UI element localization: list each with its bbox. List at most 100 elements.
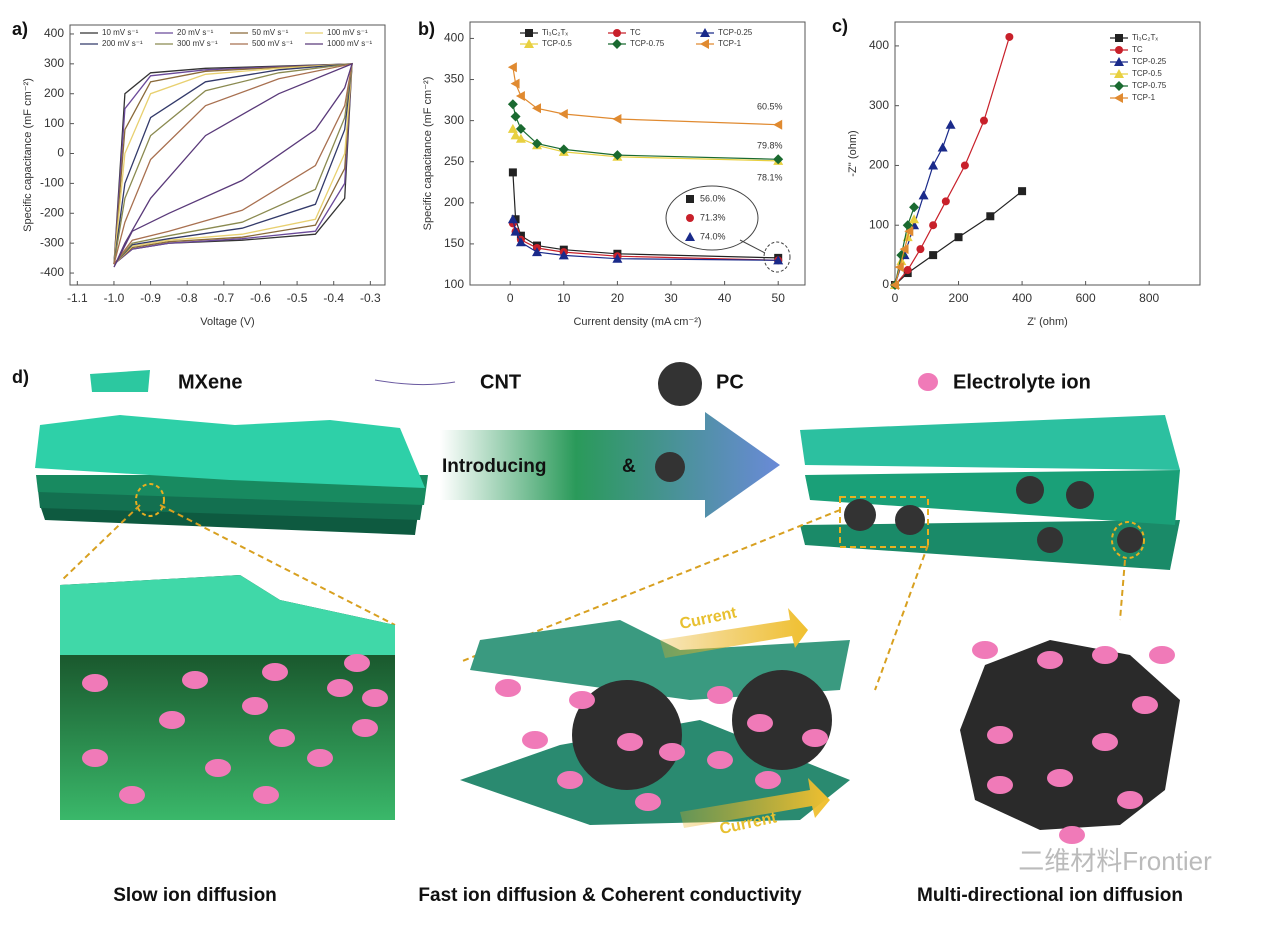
- marker: [916, 245, 925, 254]
- legend-marker: [1115, 46, 1123, 54]
- marker: [903, 266, 912, 275]
- legend-marker: [1114, 93, 1123, 103]
- legend-text: TCP-1: [1132, 93, 1156, 102]
- marker: [612, 113, 622, 124]
- caption: Multi-directional ion diffusion: [917, 885, 1183, 906]
- marker: [510, 111, 521, 122]
- y-tick-label: 200: [44, 86, 64, 100]
- marker: [909, 202, 920, 213]
- y-tick-label: 200: [444, 195, 464, 209]
- marker: [507, 123, 518, 133]
- legend-text: TCP-0.5: [542, 39, 572, 48]
- ion: [327, 679, 353, 697]
- x-tick-label: -0.4: [323, 291, 344, 305]
- cnt-icon: [374, 379, 456, 386]
- marker: [558, 144, 569, 155]
- marker: [979, 116, 988, 125]
- legend-text: 50 mV s⁻¹: [252, 28, 289, 37]
- arrow: [440, 412, 780, 518]
- marker: [515, 123, 526, 134]
- y-tick-label: 200: [869, 158, 889, 172]
- ion: [635, 793, 661, 811]
- annotation-circle: [763, 241, 791, 273]
- legend-text: TCP-1: [718, 39, 742, 48]
- mxene-stack: [35, 415, 428, 535]
- legend-text: TC: [630, 28, 641, 37]
- ion-icon: [918, 373, 938, 391]
- marker: [507, 99, 518, 110]
- ion: [159, 711, 185, 729]
- x-tick-label: 600: [1076, 291, 1096, 305]
- x-tick-label: -0.6: [250, 291, 271, 305]
- annotation-marker: [686, 214, 694, 222]
- legend-text: 10 mV s⁻¹: [102, 28, 139, 37]
- legend-marker: [700, 39, 709, 49]
- legend-marker: [1114, 69, 1124, 78]
- x-tick-label: -1.1: [67, 291, 88, 305]
- x-tick-label: 400: [1012, 291, 1032, 305]
- legend-text: MXene: [178, 371, 242, 393]
- series-line: [113, 63, 353, 265]
- annotation: 79.8%: [757, 140, 783, 150]
- legend-text: 200 mV s⁻¹: [102, 39, 143, 48]
- ion: [82, 749, 108, 767]
- marker: [510, 226, 521, 236]
- y-axis-label: Specific capacitance (mF cm⁻²): [22, 78, 34, 232]
- legend-text: Electrolyte ion: [953, 371, 1091, 393]
- y-tick-label: 100: [869, 217, 889, 231]
- marker: [909, 214, 920, 224]
- series-line: [512, 104, 779, 160]
- zoom-mark: [135, 483, 165, 517]
- x-tick-label: 20: [611, 291, 625, 305]
- legend-text: TC: [1132, 45, 1143, 54]
- watermark: 二维材料Frontier: [1018, 846, 1212, 876]
- composite-stack: [800, 415, 1180, 570]
- plot-frame: [69, 24, 386, 286]
- panel-label: b): [418, 19, 435, 39]
- marker: [507, 62, 517, 73]
- marker: [515, 133, 526, 143]
- ion: [987, 776, 1013, 794]
- ion: [344, 654, 370, 672]
- ion: [755, 771, 781, 789]
- marker: [894, 262, 904, 273]
- zoom-line: [61, 504, 396, 626]
- panel-label: a): [12, 19, 28, 39]
- legend-text: 1000 mV s⁻¹: [327, 39, 372, 48]
- ion: [707, 686, 733, 704]
- ion: [972, 641, 998, 659]
- series-line: [113, 63, 353, 265]
- arrow-text: &: [622, 456, 636, 477]
- marker: [929, 251, 938, 260]
- x-axis-label: Voltage (V): [200, 316, 254, 328]
- current-text: Current: [678, 604, 739, 633]
- marker: [508, 168, 517, 177]
- panel-label: d): [12, 367, 29, 387]
- marker: [929, 221, 938, 230]
- ion: [253, 786, 279, 804]
- y-tick-label: 300: [444, 113, 464, 127]
- marker: [960, 161, 969, 170]
- marker: [612, 150, 623, 161]
- x-tick-label: 10: [557, 291, 571, 305]
- ion: [269, 729, 295, 747]
- legend-text: CNT: [480, 371, 521, 393]
- ion: [1117, 791, 1143, 809]
- series-line: [113, 63, 353, 265]
- marker: [612, 253, 623, 263]
- caption: Fast ion diffusion & Coherent conductivi…: [418, 885, 802, 906]
- legend-marker: [524, 39, 534, 48]
- x-tick-label: 0: [507, 291, 514, 305]
- ion: [1149, 646, 1175, 664]
- annotation: 74.0%: [700, 231, 726, 241]
- marker: [902, 220, 913, 231]
- y-tick-label: 0: [57, 146, 64, 160]
- legend-text: 500 mV s⁻¹: [252, 39, 293, 48]
- marker: [507, 214, 518, 224]
- y-tick-label: 300: [869, 98, 889, 112]
- annotation: 56.0%: [700, 193, 726, 203]
- marker: [515, 237, 526, 247]
- current-arrow: [680, 778, 830, 828]
